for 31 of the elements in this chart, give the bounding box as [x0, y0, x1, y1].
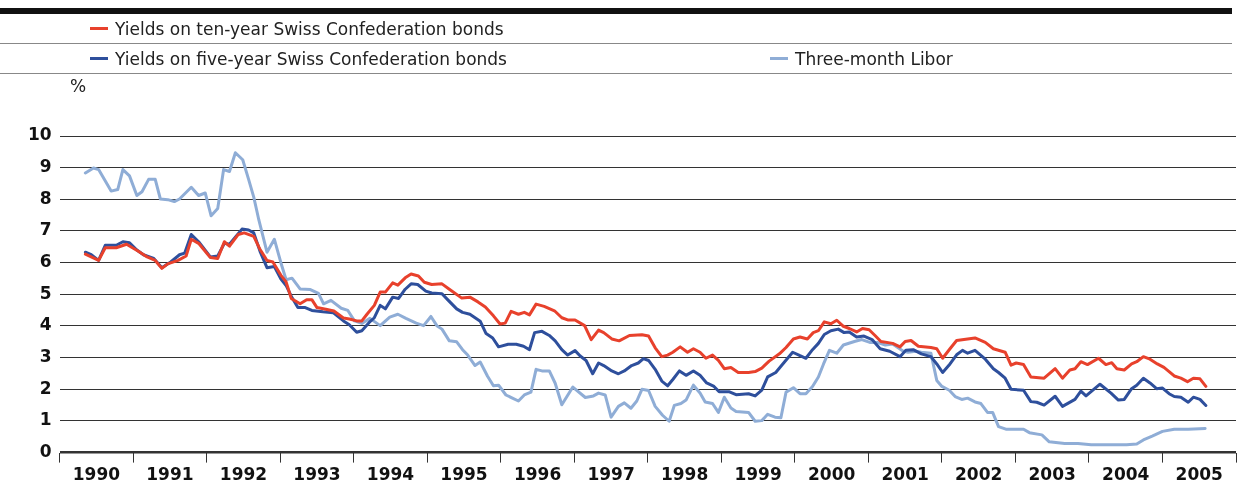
y-tick-label: 0 — [39, 441, 52, 462]
x-tick-label: 2004 — [1102, 464, 1150, 485]
x-tick-label: 1996 — [513, 464, 562, 485]
x-tick-label: 1993 — [293, 464, 341, 485]
y-axis-title: % — [70, 76, 87, 96]
legend-label: Yields on ten-year Swiss Confederation bonds — [115, 18, 504, 39]
y-tick-label: 1 — [39, 409, 52, 430]
y-tick-label: 5 — [39, 282, 52, 303]
y-tick-label: 4 — [39, 314, 52, 335]
x-tick-label: 1994 — [366, 464, 415, 485]
x-tick-label: 1999 — [734, 464, 782, 485]
x-tick-label: 2001 — [881, 464, 929, 485]
x-tick-label: 1995 — [440, 464, 488, 485]
y-tick-label: 3 — [39, 346, 52, 367]
x-tick-label: 1997 — [587, 464, 635, 485]
legend-label: Three-month Libor — [795, 48, 953, 69]
legend-label: Yields on five-year Swiss Confederation bonds — [115, 48, 507, 69]
x-tick-label: 1991 — [146, 464, 194, 485]
y-tick-label: 7 — [39, 219, 52, 240]
y-tick-label: 2 — [39, 377, 52, 398]
x-tick-label: 2003 — [1028, 464, 1076, 485]
y-tick-label: 8 — [39, 187, 52, 208]
x-tick-label: 1990 — [72, 464, 121, 485]
x-tick-label: 2005 — [1175, 464, 1223, 485]
x-tick-label: 1998 — [660, 464, 709, 485]
y-tick-label: 9 — [39, 156, 52, 177]
x-tick-label: 2002 — [955, 464, 1003, 485]
x-tick-label: 2000 — [807, 464, 856, 485]
y-tick-label: 10 — [27, 124, 52, 145]
x-tick-label: 1992 — [219, 464, 268, 485]
y-tick-label: 6 — [39, 251, 52, 272]
